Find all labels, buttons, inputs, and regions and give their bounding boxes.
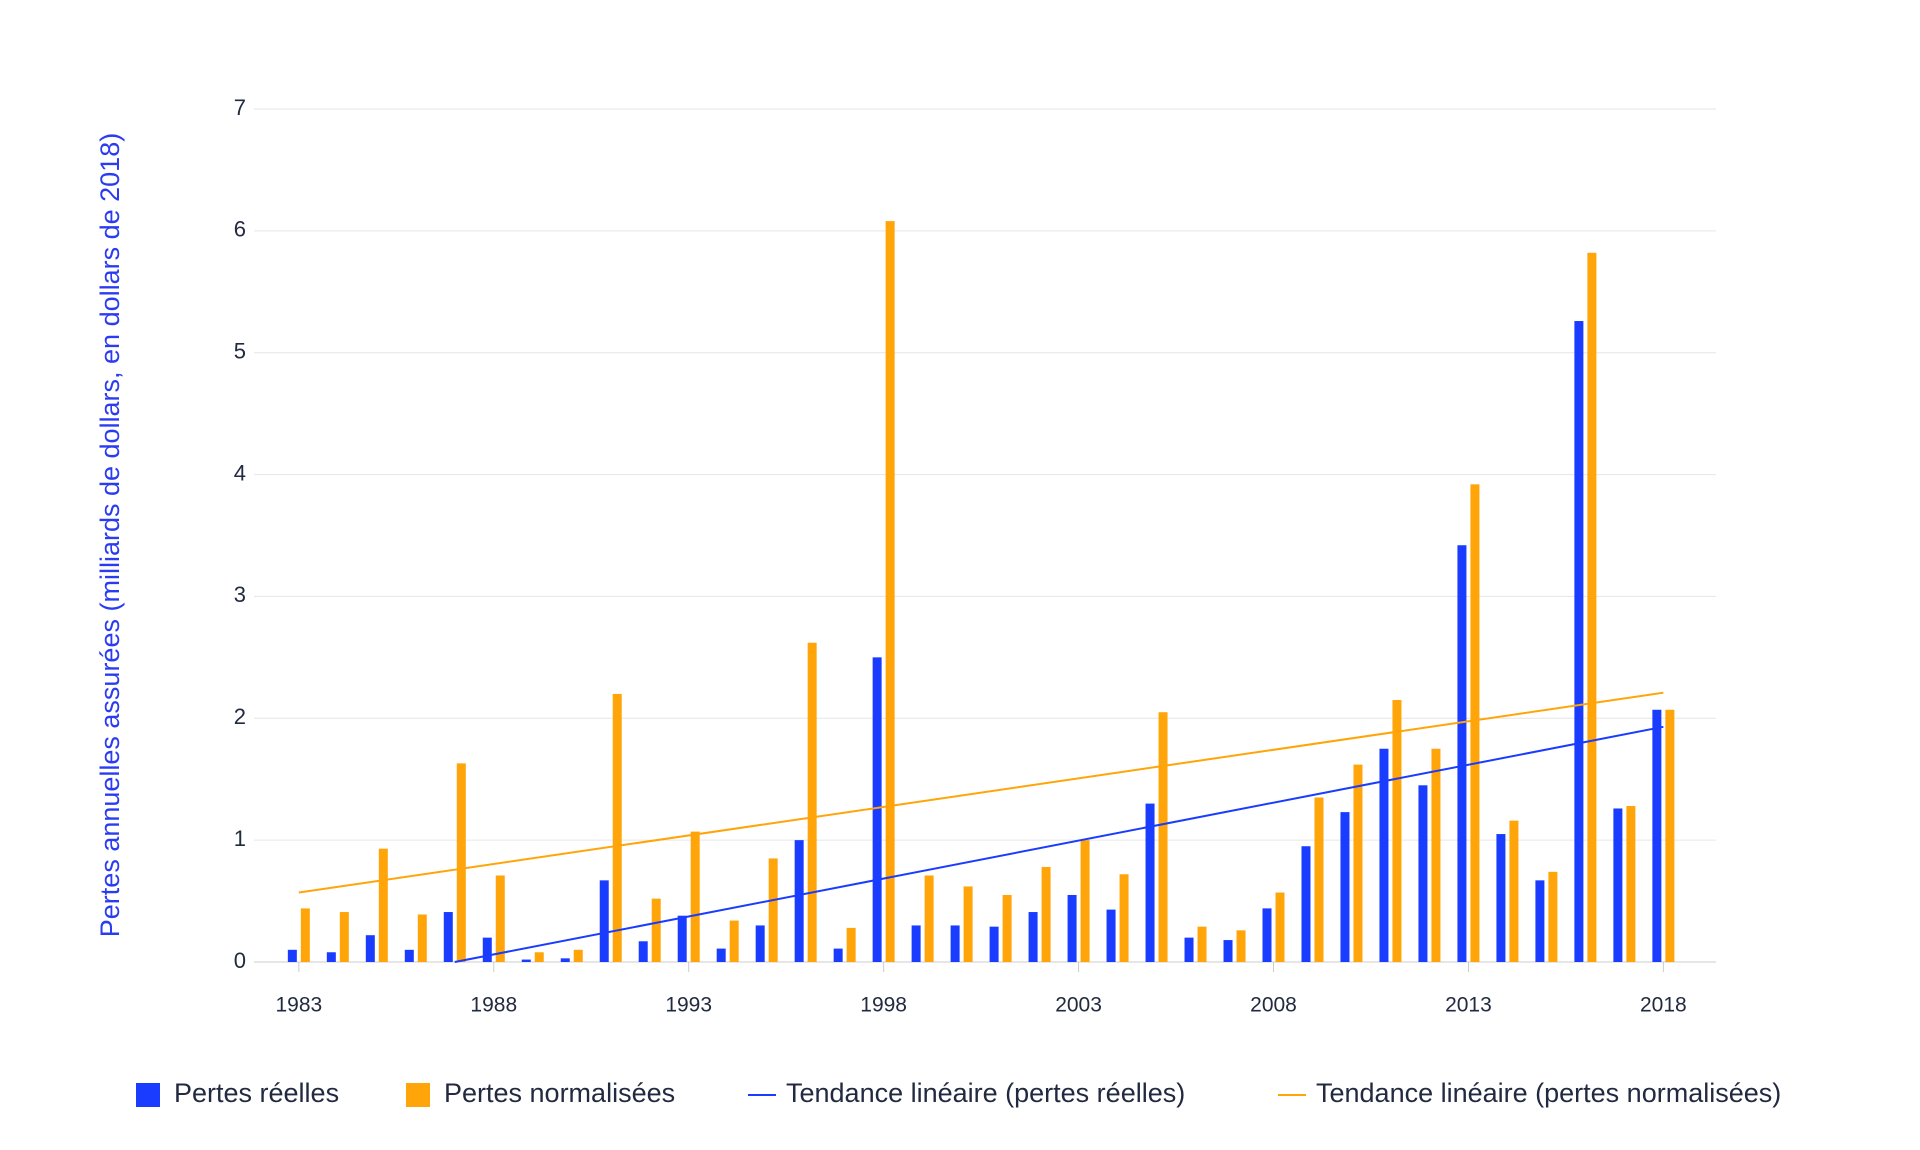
y-tick-label: 2 [234, 704, 246, 729]
y-tick-label: 4 [234, 460, 246, 485]
x-tick-label: 2018 [1640, 994, 1687, 1017]
bar [1002, 894, 1012, 962]
bar [456, 763, 466, 962]
bar [365, 935, 375, 962]
bar [1392, 700, 1402, 962]
y-tick-label: 7 [234, 95, 246, 120]
bar [1106, 909, 1116, 962]
bar [1470, 484, 1480, 962]
bar [950, 925, 960, 962]
bar [1119, 874, 1129, 962]
bar [534, 952, 544, 962]
trend-line [454, 725, 1664, 963]
bar [1262, 908, 1272, 962]
bar [1223, 940, 1233, 962]
bar [1353, 764, 1363, 962]
bar [1418, 785, 1428, 962]
bar [729, 920, 739, 962]
x-tick-label: 1998 [860, 994, 907, 1017]
bar [1548, 871, 1558, 962]
bar [1275, 892, 1285, 962]
bar [521, 959, 531, 962]
bar [1028, 912, 1038, 962]
bar [963, 886, 973, 962]
bar [807, 642, 817, 962]
bar [794, 840, 804, 962]
bar [846, 927, 856, 962]
bar [1496, 834, 1506, 962]
bar [1158, 712, 1168, 962]
bar [1379, 748, 1389, 962]
legend-label: Tendance linéaire (pertes normalisées) [1316, 1078, 1781, 1108]
bar [1626, 806, 1636, 962]
bar [612, 693, 622, 962]
trend-line [298, 691, 1664, 894]
legend-label: Pertes réelles [174, 1078, 339, 1108]
bar [287, 949, 297, 962]
x-tick-label: 2008 [1250, 994, 1297, 1017]
x-tick-label: 1988 [470, 994, 517, 1017]
x-tick-label: 1993 [665, 994, 712, 1017]
y-tick-label: 0 [234, 948, 246, 973]
bar [1184, 937, 1194, 962]
bar [1665, 709, 1675, 962]
legend-swatch [406, 1083, 430, 1107]
bar [1457, 545, 1467, 962]
bar [924, 875, 934, 962]
bar [1197, 926, 1207, 962]
bar [1574, 321, 1584, 962]
bar [755, 925, 765, 962]
bar [651, 898, 661, 962]
bar [885, 221, 895, 962]
bar [1431, 748, 1441, 962]
bar [1314, 797, 1324, 962]
x-tick-label: 2003 [1055, 994, 1102, 1017]
y-axis-label: Pertes annuelles assurées (milliards de … [95, 133, 125, 937]
bar [1535, 880, 1545, 962]
bar [573, 949, 583, 962]
bar [300, 908, 310, 962]
bar [1613, 808, 1623, 962]
bar [768, 858, 778, 962]
bar [378, 848, 388, 962]
bar [1301, 846, 1311, 962]
bar [482, 937, 492, 962]
bar [1145, 803, 1155, 962]
bar [1652, 709, 1662, 962]
y-tick-label: 6 [234, 217, 246, 242]
y-tick-label: 5 [234, 339, 246, 364]
legend-label: Tendance linéaire (pertes réelles) [786, 1078, 1185, 1108]
x-tick-label: 1983 [275, 994, 322, 1017]
bar [1509, 820, 1519, 962]
bar [989, 926, 999, 962]
bar [339, 912, 349, 962]
bar [833, 948, 843, 962]
bar [1587, 252, 1597, 962]
bar [417, 914, 427, 962]
bar [1041, 866, 1051, 962]
bar [872, 657, 882, 962]
y-tick-label: 3 [234, 582, 246, 607]
bar [677, 915, 687, 962]
bar [326, 952, 336, 962]
bar [911, 925, 921, 962]
bar [495, 875, 505, 962]
bar [716, 948, 726, 962]
bar [443, 912, 453, 962]
bar [560, 958, 570, 962]
bar [1080, 840, 1090, 962]
bar [404, 949, 414, 962]
bar [690, 831, 700, 962]
y-tick-label: 1 [234, 826, 246, 851]
x-tick-label: 2013 [1445, 994, 1492, 1017]
bar [599, 880, 609, 962]
bar [1236, 930, 1246, 962]
legend-swatch [136, 1083, 160, 1107]
bar [1340, 812, 1350, 962]
bar [1067, 894, 1077, 962]
bar [638, 941, 648, 962]
legend-label: Pertes normalisées [444, 1078, 675, 1108]
